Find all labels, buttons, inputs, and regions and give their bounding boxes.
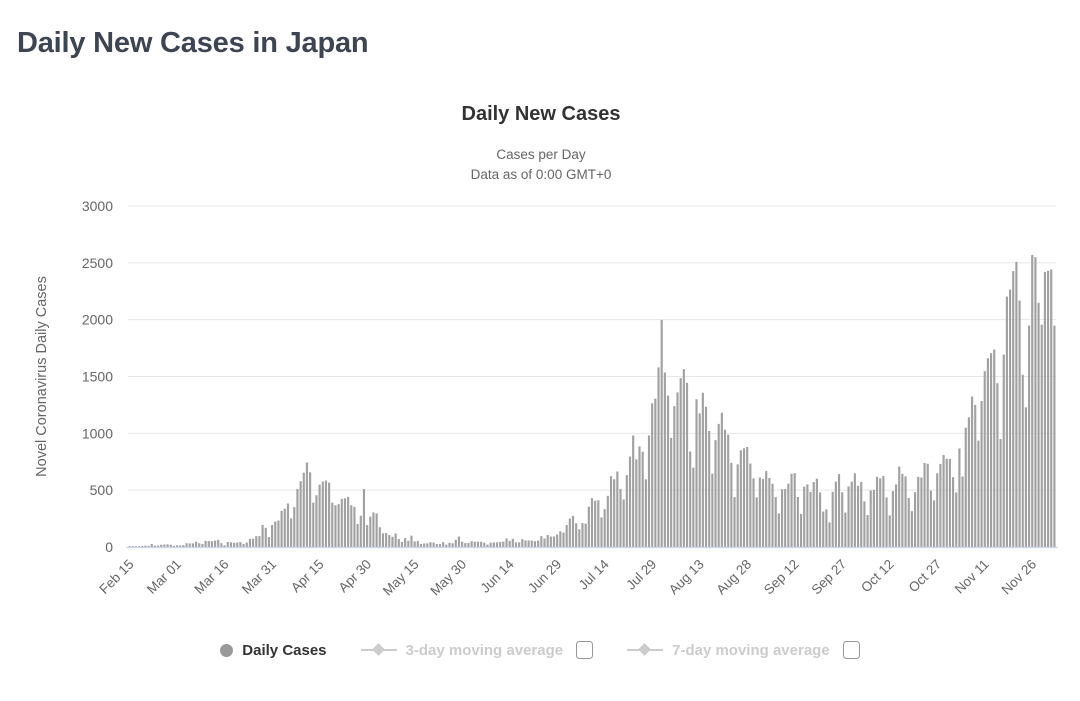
svg-text:Apr 15: Apr 15: [288, 557, 327, 596]
x-axis-labels: Feb 15 Mar 01 Mar 16 Mar 31 Apr 15 Apr 30 May …: [96, 556, 1039, 598]
svg-text:Sep 27: Sep 27: [808, 557, 849, 598]
svg-text:1000: 1000: [82, 425, 113, 441]
7day-average-checkbox[interactable]: [842, 641, 860, 659]
daily-cases-marker-icon: [220, 643, 234, 657]
svg-text:Aug 28: Aug 28: [713, 557, 754, 598]
y-axis-labels: 0 500 1000 1500 2000 2500 3000: [82, 198, 113, 555]
svg-text:May 30: May 30: [427, 557, 469, 599]
chart-subtitle-line1: Cases per Day: [496, 147, 586, 162]
svg-text:Aug 13: Aug 13: [666, 557, 707, 598]
svg-text:Jun 29: Jun 29: [525, 557, 564, 596]
svg-text:2000: 2000: [82, 312, 113, 328]
chart-legend: Daily Cases 3-day moving average 7-day m…: [0, 641, 1080, 659]
chart-title: Daily New Cases: [461, 103, 621, 125]
legend-item-daily-cases[interactable]: Daily Cases: [220, 641, 327, 659]
daily-cases-bars: [128, 254, 1056, 548]
svg-text:Sep 12: Sep 12: [761, 557, 802, 598]
svg-text:Oct 27: Oct 27: [906, 557, 945, 596]
svg-text:Mar 16: Mar 16: [191, 557, 231, 597]
svg-text:Mar 31: Mar 31: [239, 557, 279, 597]
gridlines: [128, 205, 1056, 491]
chart-subtitle: Cases per Day Data as of 0:00 GMT+0: [0, 145, 1080, 185]
svg-text:Jul 14: Jul 14: [576, 556, 612, 592]
y-axis-title: Novel Coronavirus Daily Cases: [34, 276, 50, 477]
legend-label-3day-average: 3-day moving average: [405, 641, 564, 659]
svg-text:Jul 29: Jul 29: [623, 557, 659, 593]
svg-text:2500: 2500: [82, 255, 113, 271]
chart-subtitle-line2: Data as of 0:00 GMT+0: [470, 167, 612, 182]
svg-text:3000: 3000: [82, 198, 113, 214]
svg-text:Nov 11: Nov 11: [952, 557, 992, 597]
7day-average-marker-icon: [627, 643, 664, 657]
svg-text:Oct 12: Oct 12: [858, 557, 897, 596]
svg-text:Mar 01: Mar 01: [144, 557, 184, 597]
svg-text:Apr 30: Apr 30: [336, 557, 375, 596]
svg-text:May 15: May 15: [380, 557, 422, 599]
svg-text:Nov 26: Nov 26: [999, 557, 1040, 598]
legend-label-7day-average: 7-day moving average: [672, 641, 830, 659]
page-title: Daily New Cases in Japan: [17, 27, 369, 60]
svg-text:Novel Coronavirus Daily Cases: Novel Coronavirus Daily Cases: [34, 276, 50, 477]
legend-item-3day-average[interactable]: 3-day moving average: [360, 641, 594, 659]
svg-text:1500: 1500: [82, 369, 113, 385]
3day-average-marker-icon: [360, 643, 397, 657]
svg-text:Feb 15: Feb 15: [96, 557, 136, 597]
svg-text:Jun 14: Jun 14: [477, 556, 517, 596]
3day-average-checkbox[interactable]: [576, 641, 594, 659]
legend-item-7day-average[interactable]: 7-day moving average: [627, 641, 860, 659]
svg-text:500: 500: [90, 482, 114, 498]
legend-label-daily-cases: Daily Cases: [242, 641, 327, 659]
svg-text:0: 0: [105, 539, 113, 555]
